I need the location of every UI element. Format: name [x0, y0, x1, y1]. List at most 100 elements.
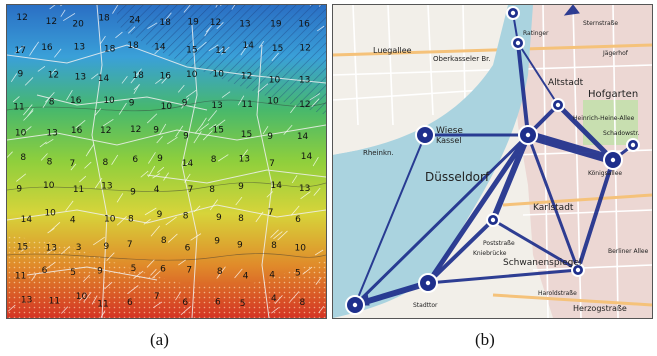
wind-barb	[49, 222, 61, 232]
wind-barb	[234, 268, 243, 279]
label-kassel: Kassel	[436, 136, 462, 145]
wind-barb	[50, 68, 57, 76]
wind-barb	[214, 119, 226, 128]
label-jaegerhof: Jägerhof	[602, 50, 629, 57]
wind-barb	[60, 9, 66, 17]
wind-barb	[147, 22, 158, 29]
hatched-region	[117, 5, 326, 115]
arrowhead	[563, 5, 580, 16]
weather-value: 11	[97, 299, 108, 309]
wind-barb	[165, 216, 177, 226]
route-nodes	[345, 6, 640, 315]
weather-value: 16	[70, 96, 82, 106]
weather-value: 7	[186, 266, 192, 276]
route-node-center	[425, 280, 431, 286]
wind-barb	[94, 108, 102, 116]
weather-value: 10	[269, 76, 281, 86]
wind-barb	[177, 84, 185, 93]
weather-value: 8	[128, 214, 134, 224]
weather-value: 8	[49, 97, 55, 107]
weather-value: 6	[185, 243, 191, 253]
wind-barb	[100, 35, 106, 44]
route-edge	[425, 132, 531, 286]
wind-barb	[54, 48, 62, 58]
wind-barb	[61, 306, 69, 314]
weather-value: 11	[73, 185, 84, 195]
wind-barb	[313, 187, 321, 196]
wind-barb	[7, 151, 13, 158]
wind-barb	[22, 104, 33, 116]
weather-value: 7	[188, 185, 194, 195]
wind-barbs	[7, 5, 325, 318]
wind-barb	[181, 97, 190, 109]
wind-barb	[216, 47, 225, 54]
weather-value: 5	[70, 268, 76, 278]
weather-value: 7	[268, 208, 274, 218]
boundary-lines	[7, 5, 326, 318]
weather-value: 7	[269, 159, 275, 169]
weather-value: 14	[98, 74, 110, 84]
wind-barb	[111, 154, 119, 165]
weather-value: 10	[186, 70, 198, 80]
weather-value: 4	[154, 185, 160, 195]
route-node-center	[515, 40, 521, 46]
wind-barb	[44, 261, 56, 270]
weather-value: 6	[215, 298, 221, 308]
weather-value: 18	[159, 18, 171, 28]
weather-value: 18	[132, 71, 144, 81]
weather-value: 14	[301, 152, 313, 162]
weather-value: 8	[271, 241, 277, 251]
weather-map: 12 12 20 18 24 18 19 12 13 19 16 17 16 13 18 18 14 15 11 14…	[7, 5, 326, 318]
weather-value: 14	[154, 42, 166, 52]
weather-value: 13	[46, 128, 57, 138]
wind-barb	[148, 152, 156, 164]
wind-barb	[221, 46, 230, 55]
wind-barb	[112, 5, 119, 14]
wind-barb	[146, 259, 155, 268]
street-map: Luegallee Oberkasseler Br. Wiese Kassel …	[333, 5, 652, 318]
wind-barb	[290, 205, 300, 216]
weather-value: 9	[214, 237, 220, 247]
route-edge	[490, 132, 531, 223]
weather-value: 14	[182, 159, 194, 169]
weather-value: 8	[209, 185, 215, 195]
wind-barb	[208, 123, 217, 130]
weather-value: 13	[46, 243, 57, 253]
weather-value: 8	[47, 157, 53, 167]
weather-value: 11	[13, 103, 24, 113]
wind-barb	[277, 230, 288, 241]
wind-barb	[90, 73, 99, 80]
weather-value: 24	[129, 15, 141, 25]
weather-value: 13	[101, 181, 112, 191]
river-inlet	[333, 135, 428, 180]
weather-value: 16	[41, 43, 53, 53]
weather-value: 16	[160, 71, 172, 81]
weather-value: 5	[295, 269, 301, 279]
weather-value: 10	[76, 292, 88, 302]
weather-value: 10	[44, 209, 56, 219]
wind-barb	[118, 102, 127, 115]
wind-barb	[133, 84, 141, 91]
wind-barb	[16, 173, 27, 182]
wind-barb	[163, 172, 169, 181]
wind-barb	[14, 45, 25, 54]
wind-barb	[175, 125, 184, 138]
weather-value: 12	[100, 126, 111, 136]
wind-barb	[135, 68, 142, 76]
weather-value: 9	[216, 213, 222, 223]
wind-barb	[221, 91, 231, 98]
wind-barb	[291, 175, 298, 184]
wind-barb	[215, 5, 218, 8]
wind-barb	[199, 123, 210, 132]
label-berliner: Berliner Allee	[608, 248, 649, 255]
wind-barb	[266, 191, 274, 198]
wind-barb	[271, 307, 279, 314]
wind-barb	[157, 166, 165, 173]
label-oberkasseler: Oberkasseler Br.	[433, 55, 491, 63]
wind-barb	[193, 131, 202, 144]
wind-barb	[93, 236, 105, 246]
route-edge	[426, 218, 495, 285]
weather-value: 12	[130, 125, 141, 135]
weather-value: 8	[20, 153, 26, 163]
wind-barb	[83, 291, 92, 303]
